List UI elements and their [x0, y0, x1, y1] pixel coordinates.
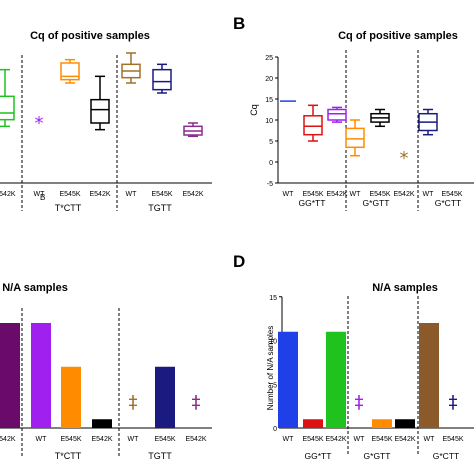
panel-a-group-1: T*CTT	[55, 203, 82, 213]
panel-d-y-tick-label: 0	[273, 426, 277, 433]
panel-d-bar	[395, 419, 415, 428]
panel-c-x-tick-label: E542K	[185, 436, 206, 443]
panel-d-bar	[0, 323, 20, 428]
panel-b-point-marker: *	[400, 148, 409, 169]
panel-d-x-tick-label: WT	[283, 436, 295, 443]
panel-a-x-tick-label: WT	[34, 191, 46, 198]
panel-d-letter: D	[233, 252, 245, 271]
panel-b-y-tick-label: -5	[267, 181, 273, 188]
panel-b-y-tick-label: 25	[265, 55, 273, 62]
panel-d-na-marker: ‡	[355, 392, 364, 413]
panel-d-na-marker: ‡	[449, 392, 458, 413]
panel-c-x-tick-label: E545K	[60, 436, 81, 443]
panel-b-box	[327, 108, 347, 121]
panel-d-ylabel: Number of N/A samples	[266, 326, 275, 410]
panel-a-stray-label: B	[40, 193, 45, 202]
panel-c-title: N/A samples	[2, 282, 68, 294]
panel-b-x-tick-label: WT	[350, 191, 362, 198]
panel-c-group-2: TGTT	[148, 451, 172, 461]
panel-c-na-marker: ‡	[129, 392, 138, 413]
panel-b-y-tick-label: 20	[265, 76, 273, 83]
panel-c-x-tick-label: WT	[128, 436, 140, 443]
panel-c-bar	[61, 366, 81, 428]
panel-d-bar	[303, 419, 323, 428]
panel-d-bar	[372, 419, 392, 428]
panel-a-box	[60, 62, 80, 81]
panel-d-bar	[278, 331, 298, 428]
panel-b-group-2: G*GTT	[363, 198, 390, 208]
panel-b-x-tick-label: WT	[283, 191, 295, 198]
panel-b-x-tick-label: E545K	[441, 191, 462, 198]
panel-b-y-tick-label: 15	[265, 97, 273, 104]
panel-a-x-tick-label: E545K	[151, 191, 172, 198]
panel-a-title: Cq of positive samples	[30, 30, 150, 42]
panel-c-x-tick-label: E542K	[91, 436, 112, 443]
panel-c-bar	[92, 419, 112, 428]
panel-b-x-tick-label: E542K	[326, 191, 347, 198]
panel-d-y-tick-label: 10	[269, 339, 277, 346]
panel-b-group-3: G*CTT	[435, 198, 461, 208]
panel-b-box	[345, 127, 365, 149]
panel-c-bar	[31, 323, 51, 428]
panel-c-bar	[155, 366, 175, 428]
panel-a-group-2: TGTT	[148, 203, 172, 213]
panel-d-y-tick-label: 15	[269, 295, 277, 302]
panel-d-x-tick-label: E545K	[302, 436, 323, 443]
panel-a-x-tick-label: WT	[126, 191, 138, 198]
panel-d-group-1: GG*TT	[305, 451, 332, 461]
panel-a-x-tick-label: E542K	[89, 191, 110, 198]
panel-b-x-tick-label: E545K	[369, 191, 390, 198]
panel-c-group-1: T*CTT	[55, 451, 82, 461]
panel-b-box	[303, 115, 323, 136]
panel-d-bar	[419, 323, 439, 428]
panel-d-group-3: G*CTT	[433, 451, 459, 461]
panel-c-x-tick-label: WT	[36, 436, 48, 443]
panel-d-group-2: G*GTT	[364, 451, 391, 461]
panel-b-title: Cq of positive samples	[338, 30, 458, 42]
panel-b-x-tick-label: E545K	[302, 191, 323, 198]
panel-d-x-tick-label: WT	[424, 436, 436, 443]
panel-b-ylabel: Cq	[249, 104, 259, 116]
panel-a-box	[152, 68, 172, 91]
panel-b-y-tick-label: 10	[265, 118, 273, 125]
panel-a-x-tick-label: E542K	[182, 191, 203, 198]
panel-a-point-marker: *	[35, 113, 44, 134]
panel-d-title: N/A samples	[372, 282, 438, 294]
panel-b-x-tick-label: E542K	[393, 191, 414, 198]
panel-d-x-tick-label: WT	[354, 436, 366, 443]
panel-c-x-tick-label: E542K	[0, 436, 16, 443]
panel-b-x-tick-label: WT	[423, 191, 435, 198]
panel-d-bar	[326, 331, 346, 428]
panel-d-x-tick-label: E545K	[442, 436, 463, 443]
panel-c-x-tick-label: E545K	[154, 436, 175, 443]
panel-a-box	[90, 98, 110, 124]
panel-a-box	[0, 95, 15, 121]
panel-d-x-tick-label: E542K	[394, 436, 415, 443]
panel-d-x-tick-label: E545K	[371, 436, 392, 443]
panel-a-x-tick-label: E542K	[0, 191, 16, 198]
panel-d-y-tick-label: 5	[273, 382, 277, 389]
panel-b-group-1: GG*TT	[299, 198, 326, 208]
panel-a-x-tick-label: E545K	[59, 191, 80, 198]
panel-c-na-marker: ‡	[192, 392, 201, 413]
panel-b-letter: B	[233, 14, 245, 33]
panel-b-y-tick-label: 0	[269, 160, 273, 167]
panel-d-x-tick-label: E542K	[325, 436, 346, 443]
panel-b-y-tick-label: 5	[269, 139, 273, 146]
